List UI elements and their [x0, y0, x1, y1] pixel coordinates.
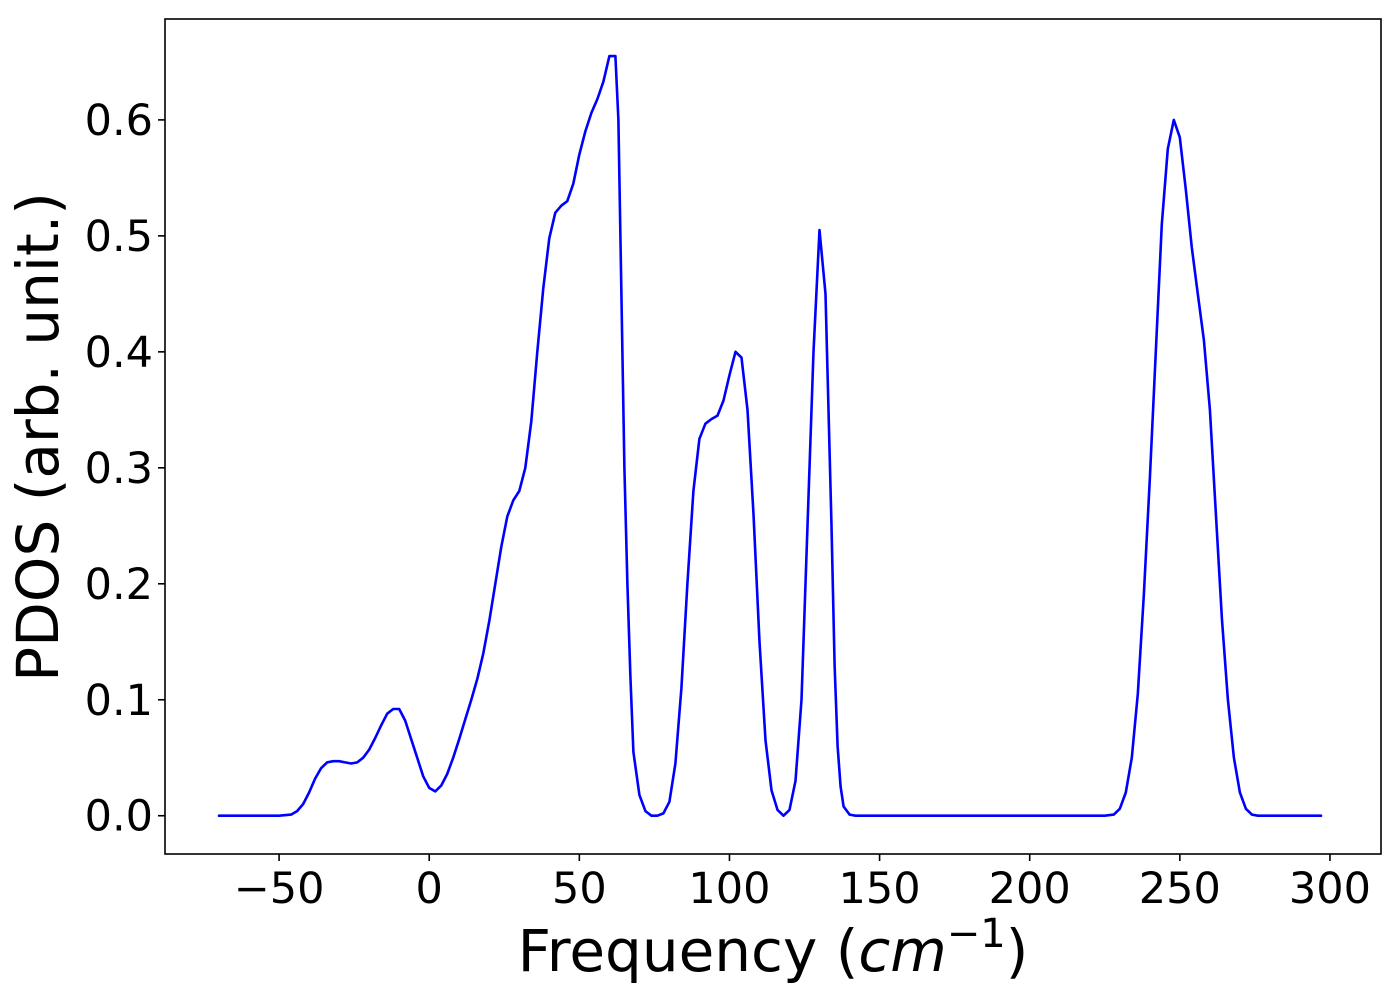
x-axis: −50 0 50 100 150 200 250 300	[234, 854, 1371, 914]
x-tick-label: 200	[989, 864, 1071, 914]
plot-area	[164, 18, 1382, 855]
y-tick-label: 0.0	[85, 792, 153, 842]
x-tick-label: 50	[552, 864, 607, 914]
series-layer	[217, 54, 1323, 818]
x-tick-label: 250	[1139, 864, 1221, 914]
y-tick-label: 0.3	[85, 444, 153, 494]
plot-frame	[164, 18, 1382, 855]
x-axis-title-superscript: −1	[947, 911, 1006, 957]
y-axis: 0.0 0.1 0.2 0.3 0.4 0.5 0.6	[85, 96, 165, 842]
x-tick-label: −50	[234, 864, 325, 914]
x-tick-label: 150	[839, 864, 921, 914]
y-tick-label: 0.2	[85, 560, 153, 610]
y-tick-label: 0.6	[85, 96, 153, 146]
x-axis-title-prefix: Frequency (	[518, 917, 859, 985]
y-tick-label: 0.4	[85, 328, 153, 378]
y-tick-label: 0.1	[85, 676, 153, 726]
x-axis-title-suffix: )	[1006, 917, 1029, 985]
x-axis-title-math: cm	[858, 917, 946, 985]
pdos-series-line	[217, 54, 1323, 818]
x-tick-label: 0	[416, 864, 443, 914]
y-tick-label: 0.5	[85, 212, 153, 262]
x-tick-label: 300	[1289, 864, 1371, 914]
x-tick-label: 100	[688, 864, 770, 914]
x-axis-title: Frequency (cm−1)	[518, 911, 1029, 985]
y-axis-title: PDOS (arb. unit.)	[4, 192, 72, 682]
